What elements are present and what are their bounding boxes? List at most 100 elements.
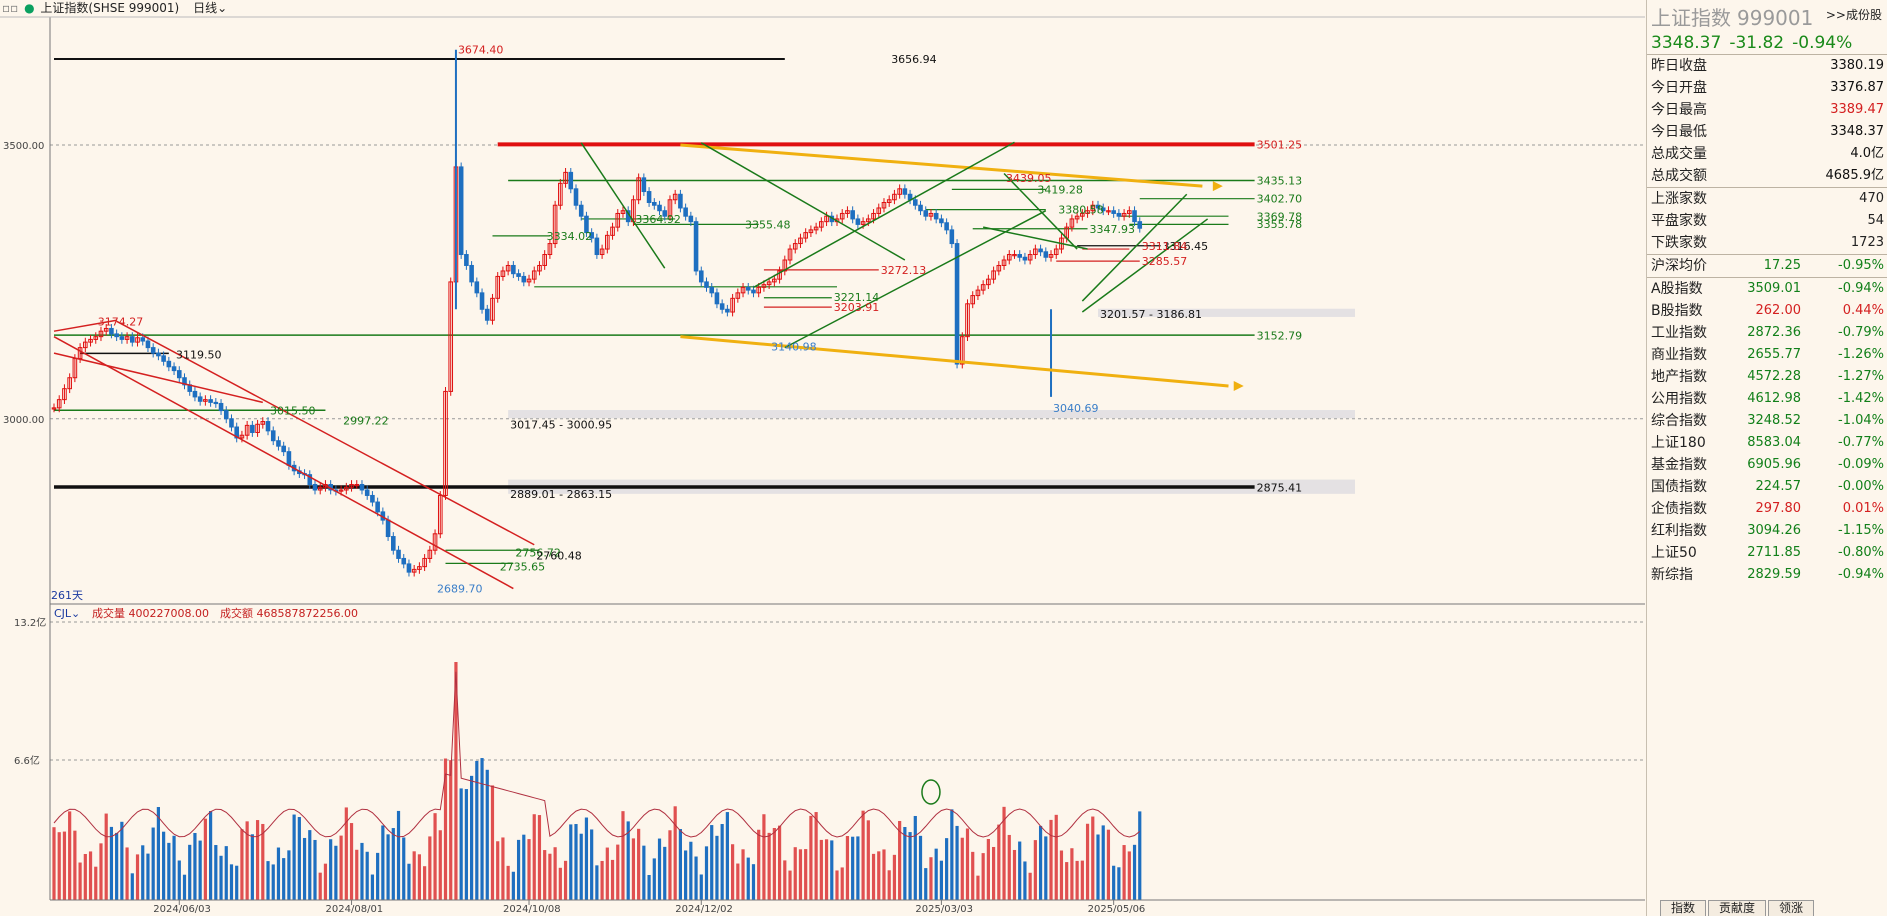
volume-bar	[459, 788, 463, 900]
volume-bar	[1065, 862, 1069, 900]
stat-value: 3376.87	[1830, 80, 1884, 95]
index-row-name: 商业指数	[1651, 347, 1707, 363]
volume-bar	[1044, 836, 1048, 900]
menu-icon[interactable]: ▫▫	[2, 1, 19, 15]
tab-index[interactable]: 指数	[1660, 900, 1707, 916]
candle-body	[156, 352, 161, 357]
candle-body	[1095, 204, 1101, 209]
quote-stat-row: 今日开盘 3376.87	[1647, 77, 1887, 99]
candle-body	[67, 377, 72, 390]
index-row[interactable]: 红利指数 3094.26 -1.15%	[1647, 520, 1887, 542]
volume-bar	[68, 811, 72, 900]
constituents-link[interactable]: >>成份股	[1825, 8, 1882, 22]
volume-bar	[1101, 825, 1105, 900]
quote-stat-row: 今日最低 3348.37	[1647, 121, 1887, 143]
candle-body	[344, 486, 349, 491]
candle-body	[860, 221, 866, 225]
candle-body	[192, 390, 198, 398]
price-annotation: 3311.84	[1142, 240, 1188, 253]
candle-body	[239, 434, 245, 439]
candlestick-chart[interactable]: 3674.40 3656.94 3501.25 3435.13 3402.70 3369.…	[0, 0, 1645, 916]
volume-bar	[282, 858, 286, 900]
price-tick-label: 3000.00	[3, 415, 44, 426]
volume-bar	[1112, 865, 1116, 900]
index-row[interactable]: 地产指数 4572.28 -1.27%	[1647, 366, 1887, 388]
index-row[interactable]: 综合指数 3248.52 -1.04%	[1647, 410, 1887, 432]
volume-bar	[485, 769, 489, 900]
tab-leaders[interactable]: 领涨	[1768, 900, 1815, 916]
index-row-value: 2829.59	[1747, 567, 1801, 582]
index-row-pct: -0.94%	[1838, 567, 1884, 582]
volume-bar	[501, 837, 505, 900]
candle-body	[944, 222, 949, 231]
volume-bar	[490, 785, 495, 900]
volume-bar	[318, 872, 322, 900]
candle-body	[693, 221, 699, 272]
volume-bar	[511, 871, 515, 900]
candle-body	[458, 166, 464, 256]
stat-value: 4.0亿	[1850, 146, 1884, 161]
trendline	[753, 141, 1015, 289]
volume-bar	[381, 825, 385, 900]
volume-bar	[574, 824, 578, 900]
candle-body	[1038, 248, 1043, 253]
stat-label: 总成交额	[1651, 168, 1707, 184]
price-annotation: 3369.78	[1257, 210, 1303, 223]
candle-body	[928, 212, 934, 217]
index-row-name: 公用指数	[1651, 391, 1707, 407]
index-row-value: 3509.01	[1747, 281, 1801, 296]
tab-contribution[interactable]: 贡献度	[1708, 900, 1767, 916]
index-row[interactable]: B股指数 262.00 0.44%	[1647, 300, 1887, 322]
quote-header: 上证指数 999001 >>成份股 3348.37 -31.82 -0.94%	[1647, 0, 1887, 54]
quote-stats: 昨日收盘 3380.19 今日开盘 3376.87 今日最高 3389.47 今日最低 334…	[1647, 55, 1887, 187]
index-row[interactable]: 上证180 8583.04 -0.77%	[1647, 432, 1887, 454]
volume-bar	[203, 818, 207, 900]
index-row[interactable]: 公用指数 4612.98 -1.42%	[1647, 388, 1887, 410]
candle-body	[745, 286, 751, 291]
candle-body	[417, 566, 422, 570]
index-row[interactable]: 工业指数 2872.36 -0.79%	[1647, 322, 1887, 344]
volume-bar	[715, 835, 719, 900]
candle-body	[605, 234, 610, 250]
volume-bar	[798, 849, 803, 900]
avg-price-row: 沪深均价 17.25 -0.95%	[1647, 255, 1887, 277]
index-row[interactable]: 基金指数 6905.96 -0.09%	[1647, 454, 1887, 476]
volume-bar	[751, 864, 756, 900]
index-row-name: A股指数	[1651, 281, 1703, 297]
volume-bar	[626, 821, 630, 900]
volume-bar	[1138, 811, 1142, 900]
candle-body	[913, 199, 918, 206]
volume-bar	[78, 862, 82, 900]
period-selector[interactable]: 日线⌄	[193, 1, 228, 15]
index-row[interactable]: A股指数 3509.01 -0.94%	[1647, 278, 1887, 300]
index-row[interactable]: 商业指数 2655.77 -1.26%	[1647, 344, 1887, 366]
volume-bar	[146, 853, 150, 900]
price-annotations: 3674.40 3656.94 3501.25 3435.13 3402.70 3369.…	[98, 43, 1302, 595]
volume-bar	[313, 839, 317, 900]
candle-body	[704, 281, 709, 288]
index-row[interactable]: 新综指 2829.59 -0.94%	[1647, 564, 1887, 586]
candle-body	[265, 421, 271, 432]
volume-bar	[355, 849, 359, 900]
index-row[interactable]: 企债指数 297.80 0.01%	[1647, 498, 1887, 520]
candle-body	[558, 182, 563, 206]
volume-bar	[120, 821, 124, 900]
index-row[interactable]: 国债指数 224.57 -0.00%	[1647, 476, 1887, 498]
candle-body	[375, 501, 380, 513]
candle-body	[312, 484, 318, 491]
candle-body	[563, 171, 568, 184]
avg-price-pct: -0.95%	[1838, 258, 1884, 273]
date-tick-label: 2024/06/03	[153, 904, 211, 915]
candle-body	[996, 264, 1002, 272]
candle-body	[98, 330, 104, 338]
breadth-label: 平盘家数	[1651, 213, 1707, 229]
candle-body	[959, 336, 965, 365]
candle-body	[1080, 212, 1085, 217]
index-row[interactable]: 上证50 2711.85 -0.80%	[1647, 542, 1887, 564]
volume-bar	[1018, 841, 1022, 900]
volume-bar	[563, 860, 568, 900]
candle-body	[495, 275, 500, 299]
stat-label: 今日开盘	[1651, 80, 1707, 96]
volume-bar	[997, 824, 1001, 900]
volume-bar	[918, 835, 923, 900]
